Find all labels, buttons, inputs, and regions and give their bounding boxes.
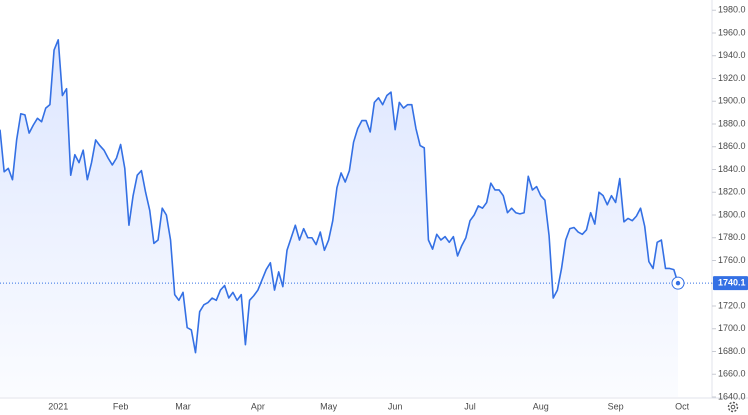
y-tick-label: 1700.0 bbox=[718, 323, 746, 333]
y-tick-label: 1780.0 bbox=[718, 232, 746, 242]
x-tick-label: Apr bbox=[251, 401, 265, 411]
x-tick-label: Feb bbox=[113, 401, 129, 411]
last-price-box bbox=[713, 276, 748, 291]
x-tick-label: Jul bbox=[464, 401, 476, 411]
y-tick-label: 1820.0 bbox=[718, 187, 746, 197]
x-tick-label: Jun bbox=[388, 401, 403, 411]
y-tick-label: 1800.0 bbox=[718, 209, 746, 219]
x-tick-label: May bbox=[320, 401, 338, 411]
x-tick-label: Sep bbox=[608, 401, 624, 411]
y-tick-label: 1840.0 bbox=[718, 164, 746, 174]
x-tick-label: Oct bbox=[675, 401, 690, 411]
y-tick-label: 1640.0 bbox=[718, 391, 746, 401]
y-tick-label: 1960.0 bbox=[718, 27, 746, 37]
y-tick-label: 1900.0 bbox=[718, 96, 746, 106]
y-tick-label: 1940.0 bbox=[718, 50, 746, 60]
y-tick-label: 1920.0 bbox=[718, 73, 746, 83]
last-price-label: 1740.1 bbox=[718, 278, 746, 288]
price-line bbox=[0, 39, 679, 354]
y-tick-label: 1860.0 bbox=[718, 141, 746, 151]
x-tick-label: Aug bbox=[533, 401, 549, 411]
y-tick-label: 1880.0 bbox=[718, 118, 746, 128]
y-tick-label: 1660.0 bbox=[718, 369, 746, 379]
y-tick-label: 1760.0 bbox=[718, 255, 746, 265]
settings-icon[interactable] bbox=[727, 401, 739, 413]
x-tick-label: Mar bbox=[175, 401, 191, 411]
y-tick-label: 1680.0 bbox=[718, 346, 746, 356]
x-tick-label: 2021 bbox=[48, 401, 68, 411]
y-tick-label: 1980.0 bbox=[718, 5, 746, 15]
area-fill bbox=[0, 39, 678, 398]
last-price-dot bbox=[675, 280, 681, 286]
y-tick-label: 1720.0 bbox=[718, 300, 746, 310]
